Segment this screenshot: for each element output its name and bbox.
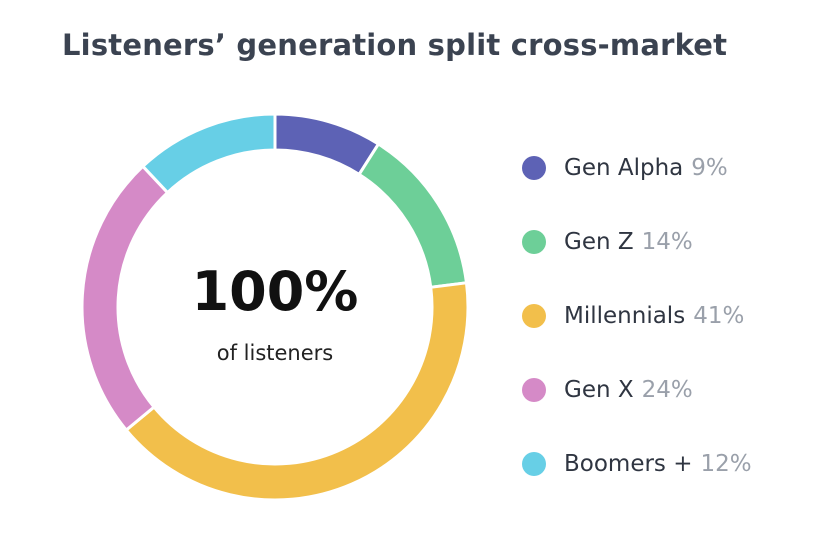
legend-value: 41% — [693, 303, 745, 329]
donut-slice-gen-alpha — [273, 112, 381, 177]
legend-value: 9% — [691, 155, 728, 181]
legend-swatch — [522, 452, 546, 476]
donut-slice-gen-z — [357, 141, 469, 289]
legend-label: Gen Alpha — [564, 155, 684, 181]
legend: Gen Alpha 9% Gen Z 14% Millennials 41% Gen X 24… — [522, 150, 822, 520]
chart-title: Listeners’ generation split cross-market — [62, 28, 728, 62]
legend-label: Gen Z — [564, 229, 634, 255]
center-caption: of listeners — [217, 341, 333, 365]
legend-item-boomers: Boomers + 12% — [522, 446, 822, 482]
center-value: 100% — [192, 260, 359, 323]
legend-swatch — [522, 156, 546, 180]
legend-value: 24% — [641, 377, 693, 403]
legend-label: Millennials — [564, 303, 686, 329]
legend-value: 14% — [641, 229, 693, 255]
legend-swatch — [522, 378, 546, 402]
donut-slice-boomers — [140, 112, 277, 195]
donut-chart-svg: 100% of listeners — [80, 112, 470, 502]
legend-label: Boomers + — [564, 451, 693, 477]
legend-item-gen-x: Gen X 24% — [522, 372, 822, 408]
donut-slice-gen-x — [80, 164, 170, 433]
legend-swatch — [522, 230, 546, 254]
legend-swatch — [522, 304, 546, 328]
legend-value: 12% — [700, 451, 752, 477]
legend-item-millennials: Millennials 41% — [522, 298, 822, 334]
legend-item-gen-z: Gen Z 14% — [522, 224, 822, 260]
donut-chart: 100% of listeners — [80, 112, 470, 502]
legend-label: Gen X — [564, 377, 634, 403]
legend-item-gen-alpha: Gen Alpha 9% — [522, 150, 822, 186]
